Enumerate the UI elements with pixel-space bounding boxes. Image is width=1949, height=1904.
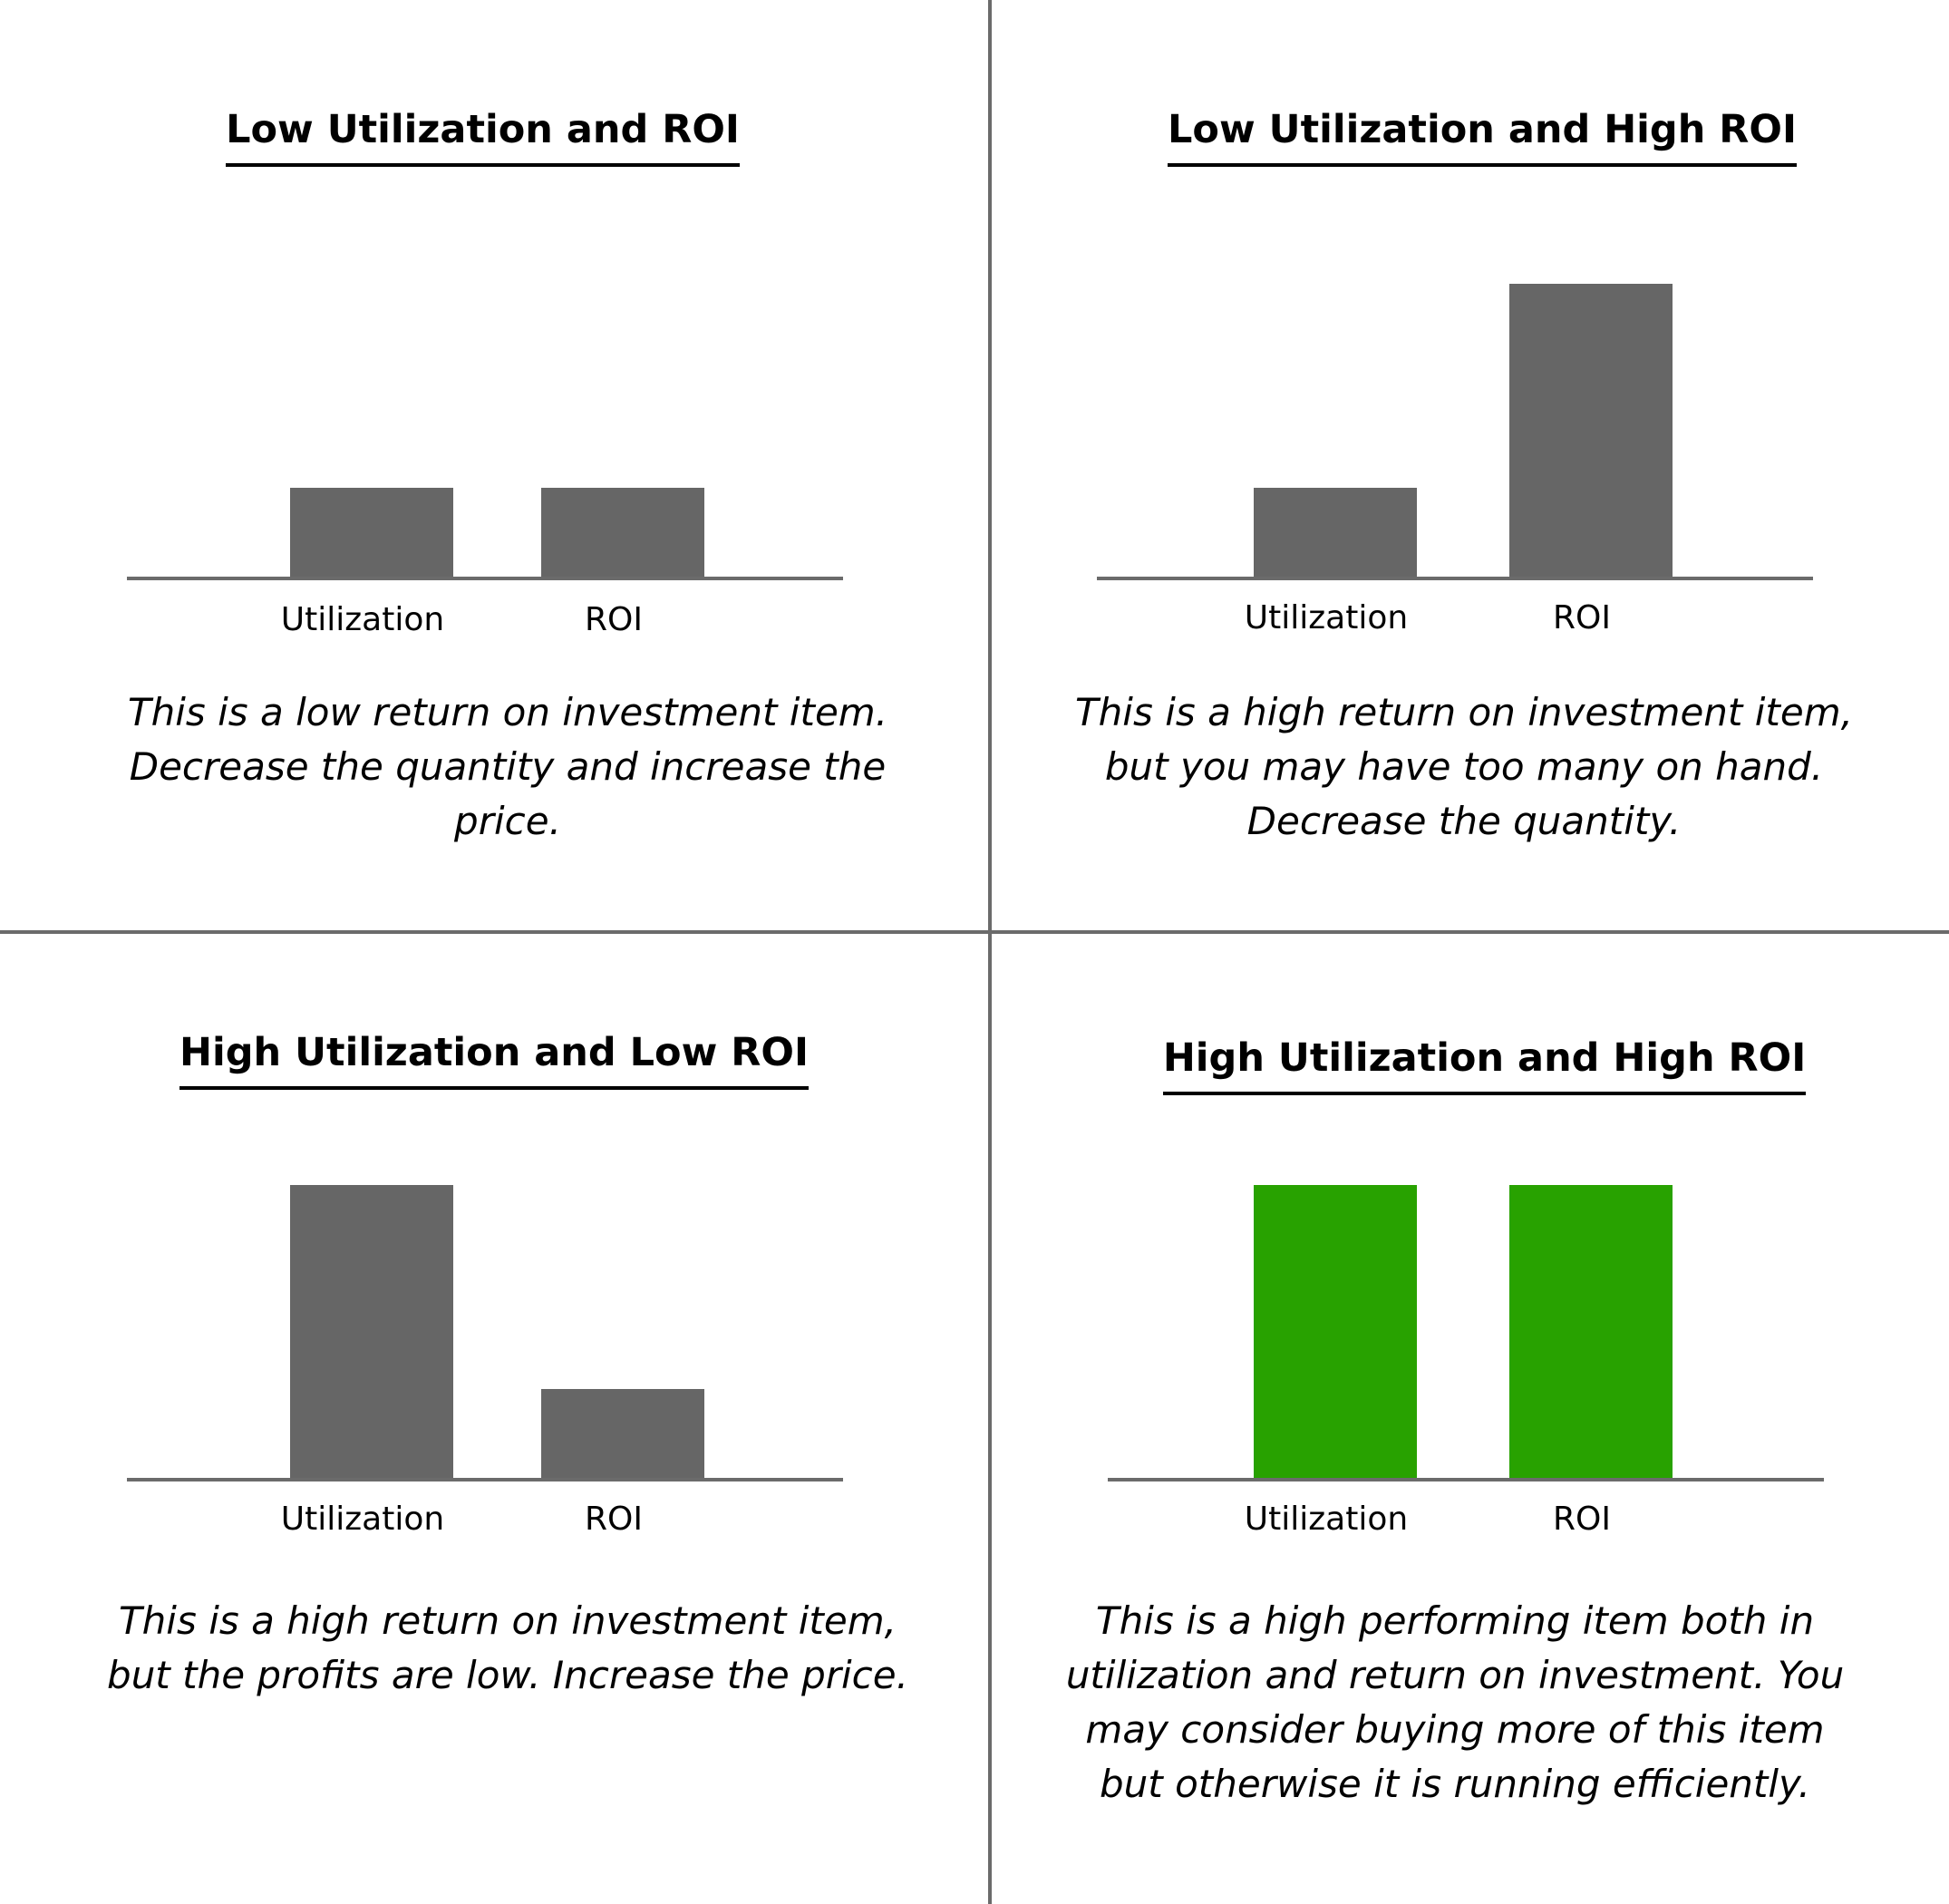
horizontal-divider <box>0 930 1949 934</box>
panel-description: This is a high return on investment item… <box>1075 690 1853 843</box>
bar-roi <box>1509 284 1673 578</box>
bar-utilization <box>290 1185 453 1480</box>
category-label: ROI <box>585 601 643 638</box>
panel-low-utilization-low-roi: Low Utilization and ROI Utilization ROI T… <box>0 0 974 943</box>
bar-chart: Utilization ROI <box>127 1185 843 1538</box>
bar-chart: Utilization ROI <box>1097 284 1813 636</box>
bar-chart: Utilization ROI <box>1108 1185 1824 1538</box>
panel-description: This is a low return on investment item.… <box>127 690 888 843</box>
panel-low-utilization-high-roi: Low Utilization and High ROI Utilization… <box>974 0 1949 943</box>
bar-utilization <box>1254 1185 1417 1480</box>
panel-title: Low Utilization and High ROI <box>1015 107 1949 167</box>
category-label: Utilization <box>281 1501 444 1538</box>
vertical-divider <box>988 0 992 1904</box>
category-label: Utilization <box>281 601 444 638</box>
category-label: Utilization <box>1245 1501 1408 1538</box>
bar-roi <box>541 1389 704 1480</box>
category-label: ROI <box>1553 599 1611 636</box>
bar-chart: Utilization ROI <box>127 488 843 638</box>
category-label: Utilization <box>1245 599 1408 636</box>
bar-roi <box>1509 1185 1673 1480</box>
bar-roi <box>541 488 704 578</box>
panel-description: This is a high performing item both in u… <box>1065 1598 1845 1806</box>
category-label: ROI <box>585 1501 643 1538</box>
category-label: ROI <box>1553 1501 1611 1538</box>
bar-utilization <box>1254 488 1417 578</box>
panel-high-utilization-high-roi: High Utilization and High ROI Utilizatio… <box>974 934 1949 1877</box>
panel-title: High Utilization and Low ROI <box>14 1030 974 1090</box>
panel-high-utilization-low-roi: High Utilization and Low ROI Utilization… <box>0 934 974 1877</box>
panel-title: Low Utilization and ROI <box>0 107 974 167</box>
panel-description: This is a high return on investment item… <box>107 1598 908 1697</box>
panel-title: High Utilization and High ROI <box>1020 1035 1949 1095</box>
bar-utilization <box>290 488 453 578</box>
